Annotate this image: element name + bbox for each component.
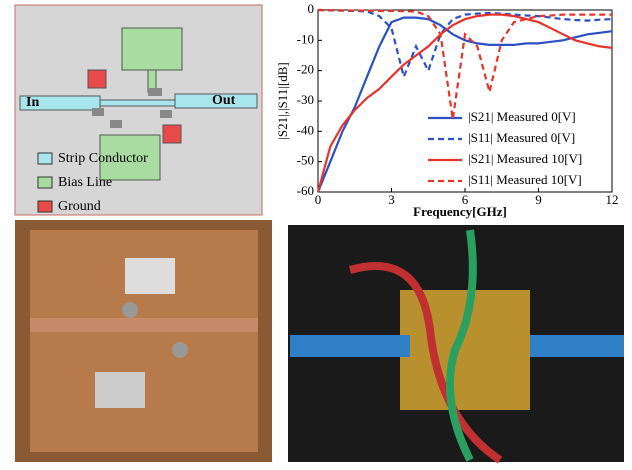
cable [530, 335, 624, 357]
legend-label: Ground [58, 199, 101, 214]
component [122, 302, 138, 318]
board-photo [15, 220, 272, 462]
legend-label: |S21| Measured 0[V] [468, 109, 576, 124]
bias-pad [125, 258, 175, 294]
y-tick-label: -40 [297, 122, 314, 137]
y-tick-label: 0 [308, 1, 315, 16]
x-tick-label: 3 [388, 192, 395, 207]
component [172, 342, 188, 358]
y-tick-label: -10 [297, 31, 314, 46]
x-tick-label: 6 [462, 192, 469, 207]
y-tick-label: -20 [297, 62, 314, 77]
x-tick-label: 0 [315, 192, 322, 207]
port-label: Out [212, 93, 236, 108]
legend-swatch [38, 153, 52, 164]
ground [88, 70, 106, 88]
component [92, 108, 104, 116]
strip [30, 318, 258, 332]
x-tick-label: 12 [606, 192, 619, 207]
component [160, 110, 172, 118]
legend-label: Strip Conductor [58, 151, 148, 166]
legend-swatch [38, 177, 52, 188]
y-tick-label: -50 [297, 153, 314, 168]
measurement-photo [288, 225, 624, 462]
x-axis-label: Frequency[GHz] [413, 204, 507, 219]
layout-diagram: In Out Strip Conductor Bias Line Ground [15, 5, 262, 215]
legend-label: |S11| Measured 0[V] [468, 130, 575, 145]
strip [100, 100, 175, 106]
y-tick-label: -30 [297, 92, 314, 107]
bias-pad [122, 28, 182, 70]
fixture [400, 290, 530, 410]
legend-swatch [38, 201, 52, 212]
component [110, 120, 122, 128]
ground [163, 125, 181, 143]
legend-label: Bias Line [58, 175, 112, 190]
bias-pad [95, 372, 145, 408]
y-tick-label: -60 [297, 183, 314, 198]
legend-label: |S21| Measured 10[V] [468, 151, 582, 166]
cable [290, 335, 410, 357]
component [148, 88, 162, 96]
port-label: In [26, 95, 39, 110]
y-axis-label: |S21|,|S11|[dB] [275, 62, 290, 139]
chart: Frequency[GHz] |S21|,|S11|[dB] 0 -10 -20 -3… [275, 1, 619, 219]
figure: In Out Strip Conductor Bias Line Ground … [0, 0, 632, 465]
x-tick-label: 9 [535, 192, 542, 207]
legend-label: |S11| Measured 10[V] [468, 172, 582, 187]
